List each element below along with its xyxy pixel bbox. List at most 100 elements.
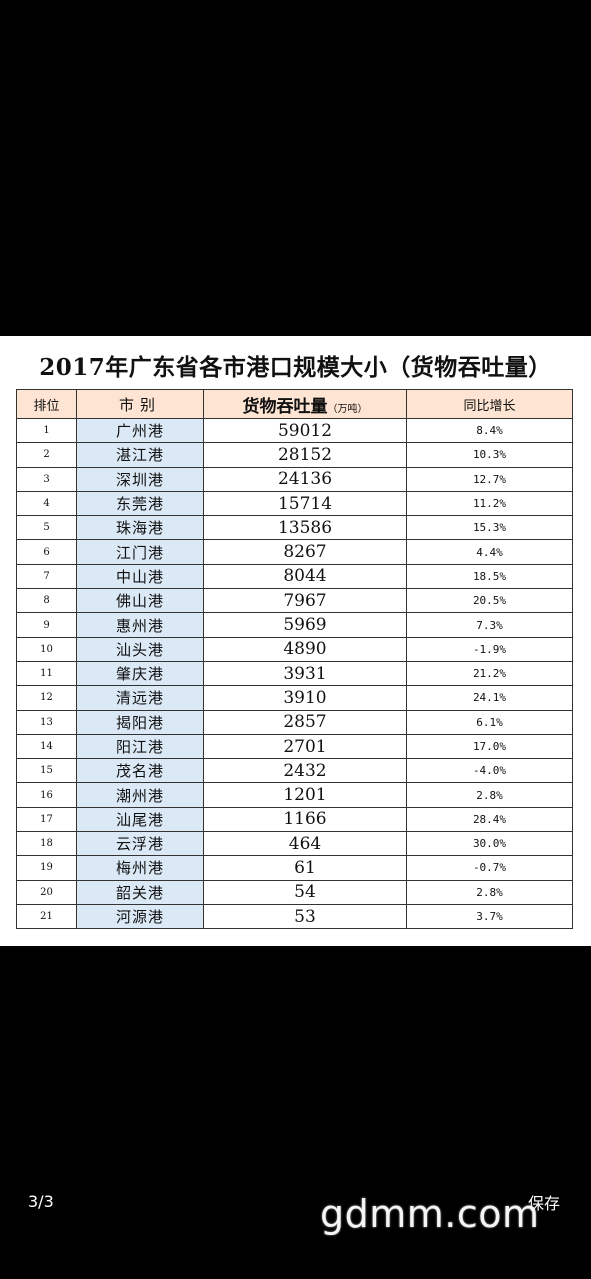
- cell-city: 茂名港: [76, 758, 204, 784]
- cell-growth: 2.8%: [406, 782, 573, 808]
- table-title: 2017年广东省各市港口规模大小（货物吞吐量）: [39, 354, 552, 381]
- table-row: 19 梅州港 61 -0.7%: [16, 855, 573, 881]
- table-row: 14 阳江港 2701 17.0%: [16, 733, 573, 760]
- cell-city: 佛山港: [76, 588, 204, 614]
- image-panel: 2017年广东省各市港口规模大小（货物吞吐量） 排位 市别 货物吞吐量（万吨） …: [0, 336, 591, 946]
- table-row: 6 江门港 8267 4.4%: [16, 539, 573, 565]
- cell-rank: 20: [16, 879, 77, 905]
- cell-volume: 54: [203, 879, 407, 905]
- header-volume-unit: （万吨）: [327, 403, 368, 415]
- cell-city: 清远港: [76, 685, 204, 711]
- header-rank: 排位: [16, 389, 77, 419]
- cell-city: 云浮港: [76, 831, 204, 857]
- cell-volume: 15714: [203, 490, 407, 517]
- cell-growth: -0.7%: [406, 855, 573, 881]
- cell-city: 汕尾港: [76, 806, 204, 833]
- cell-city: 韶关港: [76, 879, 204, 905]
- cell-city: 东莞港: [76, 490, 204, 517]
- table-row: 2 湛江港 28152 10.3%: [16, 442, 573, 468]
- cell-volume: 4890: [203, 636, 407, 662]
- cell-volume: 53: [203, 903, 407, 930]
- table-row: 13 揭阳港 2857 6.1%: [16, 709, 573, 735]
- cell-volume: 2857: [203, 709, 407, 735]
- table-row: 5 珠海港 13586 15.3%: [16, 515, 573, 541]
- cell-rank: 3: [16, 466, 77, 492]
- cell-growth: 10.3%: [406, 442, 573, 468]
- cell-growth: 15.3%: [406, 515, 573, 541]
- table-row: 16 潮州港 1201 2.8%: [16, 782, 573, 808]
- cell-city: 江门港: [76, 539, 204, 565]
- cell-city: 揭阳港: [76, 709, 204, 735]
- header-volume-label: 货物吞吐量: [242, 396, 328, 417]
- cell-city: 河源港: [76, 903, 204, 930]
- cell-growth: 7.3%: [406, 612, 573, 638]
- cell-growth: -4.0%: [406, 758, 573, 784]
- cell-volume: 8044: [203, 563, 407, 590]
- cell-rank: 18: [16, 831, 77, 857]
- table-body: 1 广州港 59012 8.4% 2 湛江港 28152 10.3% 3 深圳港 24136 12.7…: [16, 417, 573, 930]
- table-row: 11 肇庆港 3931 21.2%: [16, 660, 573, 687]
- cell-growth: 21.2%: [406, 660, 573, 687]
- table-row: 3 深圳港 24136 12.7%: [16, 466, 573, 492]
- page-counter: 3/3: [28, 1192, 54, 1211]
- cell-city: 广州港: [76, 417, 204, 444]
- cell-volume: 1166: [203, 806, 407, 833]
- cell-growth: 12.7%: [406, 466, 573, 492]
- cell-volume: 7967: [203, 588, 407, 614]
- cell-growth: 17.0%: [406, 733, 573, 760]
- table-row: 21 河源港 53 3.7%: [16, 903, 573, 930]
- cell-growth: 8.4%: [406, 417, 573, 444]
- cell-rank: 2: [16, 442, 77, 468]
- cell-rank: 5: [16, 515, 77, 541]
- table-row: 12 清远港 3910 24.1%: [16, 685, 573, 711]
- cell-city: 珠海港: [76, 515, 204, 541]
- cell-city: 中山港: [76, 563, 204, 590]
- table-row: 10 汕头港 4890 -1.9%: [16, 636, 573, 662]
- cell-growth: 28.4%: [406, 806, 573, 833]
- cell-rank: 12: [16, 685, 77, 711]
- cell-volume: 59012: [203, 417, 407, 444]
- cell-rank: 11: [16, 660, 77, 687]
- header-growth: 同比增长: [406, 389, 573, 419]
- cell-rank: 19: [16, 855, 77, 881]
- table-row: 20 韶关港 54 2.8%: [16, 879, 573, 905]
- cell-growth: 20.5%: [406, 588, 573, 614]
- table-row: 17 汕尾港 1166 28.4%: [16, 806, 573, 833]
- save-button[interactable]: 保存: [528, 1194, 561, 1213]
- cell-volume: 28152: [203, 442, 407, 468]
- cell-growth: 2.8%: [406, 879, 573, 905]
- cell-rank: 13: [16, 709, 77, 735]
- cell-growth: 24.1%: [406, 685, 573, 711]
- table-header-row: 排位 市别 货物吞吐量（万吨） 同比增长: [16, 389, 573, 419]
- cell-volume: 24136: [203, 466, 407, 492]
- table-row: 9 惠州港 5969 7.3%: [16, 612, 573, 638]
- cell-volume: 2432: [203, 758, 407, 784]
- cell-growth: -1.9%: [406, 636, 573, 662]
- table-row: 1 广州港 59012 8.4%: [16, 417, 573, 444]
- cell-rank: 10: [16, 636, 77, 662]
- cell-rank: 17: [16, 806, 77, 833]
- cell-volume: 5969: [203, 612, 407, 638]
- cell-city: 湛江港: [76, 442, 204, 468]
- cell-growth: 6.1%: [406, 709, 573, 735]
- cell-volume: 3931: [203, 660, 407, 687]
- cell-city: 深圳港: [76, 466, 204, 492]
- table-row: 4 东莞港 15714 11.2%: [16, 490, 573, 517]
- table-row: 7 中山港 8044 18.5%: [16, 563, 573, 590]
- header-volume: 货物吞吐量（万吨）: [203, 389, 407, 419]
- cell-rank: 15: [16, 758, 77, 784]
- cell-city: 潮州港: [76, 782, 204, 808]
- table-row: 15 茂名港 2432 -4.0%: [16, 758, 573, 784]
- cell-rank: 9: [16, 612, 77, 638]
- cell-rank: 6: [16, 539, 77, 565]
- cell-rank: 7: [16, 563, 77, 590]
- cell-rank: 8: [16, 588, 77, 614]
- cell-city: 梅州港: [76, 855, 204, 881]
- table-row: 8 佛山港 7967 20.5%: [16, 588, 573, 614]
- cell-volume: 1201: [203, 782, 407, 808]
- cell-rank: 16: [16, 782, 77, 808]
- cell-volume: 8267: [203, 539, 407, 565]
- cell-growth: 3.7%: [406, 903, 573, 930]
- cell-rank: 14: [16, 733, 77, 760]
- cell-volume: 3910: [203, 685, 407, 711]
